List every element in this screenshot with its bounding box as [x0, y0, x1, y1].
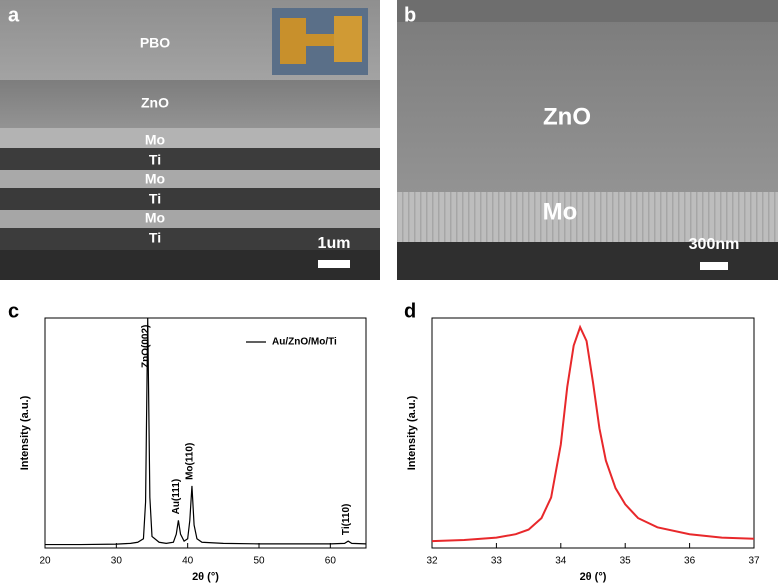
- x-tick-label: 37: [748, 556, 760, 567]
- y-axis-label: Intensity (a.u.): [406, 395, 418, 470]
- x-tick-label: 32: [426, 556, 438, 567]
- peak-label: ZnO(002): [140, 325, 151, 368]
- x-tick-label: 34: [555, 556, 567, 567]
- legend-label: Au/ZnO/Mo/Ti: [272, 337, 337, 348]
- layer-label: Mo: [145, 132, 165, 148]
- x-tick-label: 40: [182, 556, 194, 567]
- peak-label: Au(111): [171, 479, 182, 515]
- x-tick-label: 20: [39, 556, 51, 567]
- layer-label: Ti: [149, 191, 161, 207]
- peak-label: Ti(110): [341, 504, 352, 536]
- panel-letter: d: [404, 300, 416, 322]
- sem-image-b: [397, 0, 778, 280]
- x-tick-label: 60: [325, 556, 337, 567]
- panel-letter: a: [8, 4, 20, 26]
- x-axis-label: 2θ (°): [192, 571, 219, 583]
- scale-label: 1um: [318, 235, 351, 252]
- sem-image-a: [0, 0, 380, 280]
- peak-label: Mo(110): [185, 443, 196, 480]
- layer-label: Ti: [149, 230, 161, 246]
- layer-label: Mo: [145, 171, 165, 187]
- data-line: [431, 324, 755, 543]
- layer-label: PBO: [140, 35, 170, 51]
- layer-label: ZnO: [141, 95, 169, 111]
- layer-label: Mo: [543, 198, 578, 225]
- layer-label: ZnO: [543, 103, 591, 130]
- y-axis-label: Intensity (a.u.): [19, 395, 31, 470]
- panel-letter: c: [8, 300, 19, 322]
- layer-label: Ti: [149, 152, 161, 168]
- scale-label: 300nm: [689, 236, 740, 253]
- x-tick-label: 30: [111, 556, 123, 567]
- x-tick-label: 50: [253, 556, 265, 567]
- layer-label: Mo: [145, 210, 165, 226]
- x-tick-label: 35: [620, 556, 632, 567]
- plot-frame: [431, 317, 755, 549]
- panel-letter: b: [404, 4, 416, 26]
- x-axis-label: 2θ (°): [580, 571, 607, 583]
- x-tick-label: 33: [491, 556, 503, 567]
- x-tick-label: 36: [684, 556, 696, 567]
- plot-frame: [44, 317, 367, 549]
- data-line: [45, 317, 367, 546]
